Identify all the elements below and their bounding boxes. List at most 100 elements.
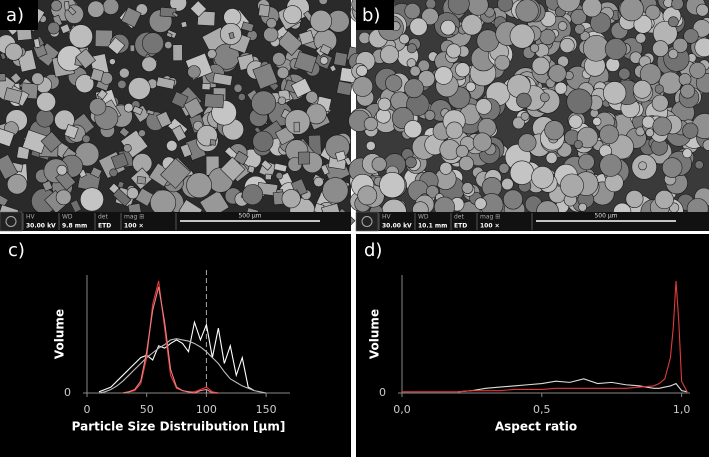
particle [539,92,550,103]
particle [50,0,62,12]
particle [680,83,695,99]
particle [309,9,333,33]
particle [68,24,93,49]
info-key: mag ⊞ [480,214,500,221]
particle [385,74,403,92]
series-line [122,286,219,394]
info-value: 100 × [124,223,144,230]
particle [625,190,644,208]
particle [641,115,655,129]
particle [694,160,704,170]
particle [117,79,127,89]
particle [439,161,453,175]
particle [3,87,23,104]
particle [159,6,177,18]
particle [276,30,303,56]
particle [409,17,428,36]
particle [494,54,511,71]
particle [548,64,567,83]
particle [186,172,212,199]
info-key: mag ⊞ [124,214,144,221]
logo-box [0,211,23,232]
particle [109,58,116,65]
x-tick-label: 100 [196,403,217,416]
particle [136,176,147,185]
particle [461,14,483,36]
particle [276,66,290,79]
particle [447,0,470,15]
particle [4,42,23,61]
particle [509,23,535,49]
particle [531,56,550,75]
particle [455,144,469,158]
particle [117,180,125,189]
particle [128,77,151,100]
particle [319,56,329,65]
particle [651,94,669,112]
particle [33,38,41,49]
particle [283,5,303,25]
particle [557,21,568,31]
particle [126,187,139,200]
series-line [122,280,219,394]
sem-image: b) HV 30.00 kV WD 10.1 mm det ETD mag ⊞ 100 × 500… [348,0,709,232]
particle [64,1,70,11]
particle [293,121,300,133]
particle [518,133,537,152]
particle [189,0,207,18]
particle [336,80,353,96]
particle [298,29,315,46]
particle [102,0,120,15]
info-key: det [454,214,465,221]
particle [375,108,391,124]
particle [654,189,674,210]
label-box [356,0,394,30]
particle [671,0,684,10]
particle [475,98,492,115]
particle [592,116,602,127]
info-key: det [98,214,109,221]
series-line [98,320,255,393]
particle [164,41,173,50]
x-axis-label: Particle Size Distruibution [µm] [72,420,286,434]
particle [399,33,410,45]
particle [405,156,417,169]
particle [560,173,584,198]
particle [138,129,146,138]
particle [96,88,108,100]
particle [654,84,664,94]
particle [10,72,22,84]
particle [602,81,627,105]
particle [247,165,256,174]
particle [203,93,225,109]
info-key: WD [418,214,429,221]
particle [40,131,63,153]
y-tick-label: 0 [64,386,71,399]
particle [421,7,439,26]
particle [233,150,249,166]
particle [171,11,179,18]
particle [390,91,410,111]
particle [573,140,583,150]
particle [242,184,264,206]
particle [406,43,417,54]
particle [75,48,96,70]
particle [682,148,693,159]
particle [544,120,565,141]
particle [142,32,164,55]
series-line [98,338,267,394]
particle [237,93,246,101]
particle [418,70,436,88]
y-tick-label: 0 [379,386,386,399]
scale-label: 500 µm [594,213,617,220]
particle [689,62,706,79]
particle [638,161,648,171]
particle [461,182,474,194]
particle [241,21,255,33]
particle [281,189,301,209]
particle [322,177,349,204]
particle [440,19,456,36]
particle [146,109,155,116]
particle [179,143,193,158]
